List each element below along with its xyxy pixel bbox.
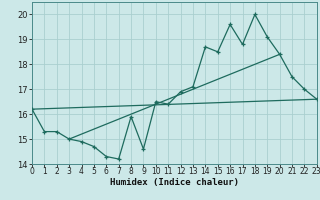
X-axis label: Humidex (Indice chaleur): Humidex (Indice chaleur) <box>110 178 239 187</box>
